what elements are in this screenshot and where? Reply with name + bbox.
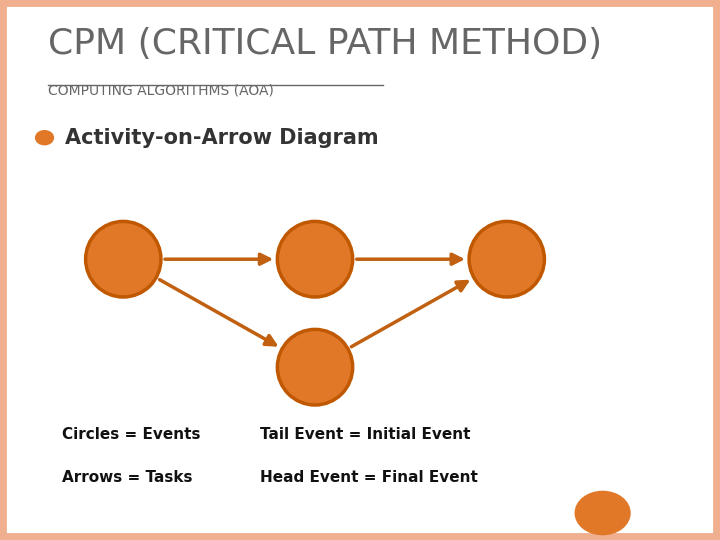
Ellipse shape (86, 221, 161, 297)
Text: COMPUTING ALGORITHMS (AOA): COMPUTING ALGORITHMS (AOA) (48, 84, 274, 98)
Text: Tail Event = Initial Event: Tail Event = Initial Event (260, 427, 471, 442)
Text: Arrows = Tasks: Arrows = Tasks (62, 470, 192, 485)
Text: Circles = Events: Circles = Events (62, 427, 200, 442)
Text: Activity-on-Arrow Diagram: Activity-on-Arrow Diagram (65, 127, 379, 148)
Ellipse shape (277, 329, 353, 405)
Text: CPM (CRITICAL PATH METHOD): CPM (CRITICAL PATH METHOD) (48, 27, 602, 61)
Circle shape (35, 131, 53, 145)
Ellipse shape (469, 221, 544, 297)
Circle shape (575, 491, 630, 535)
Ellipse shape (277, 221, 353, 297)
Text: Head Event = Final Event: Head Event = Final Event (260, 470, 478, 485)
